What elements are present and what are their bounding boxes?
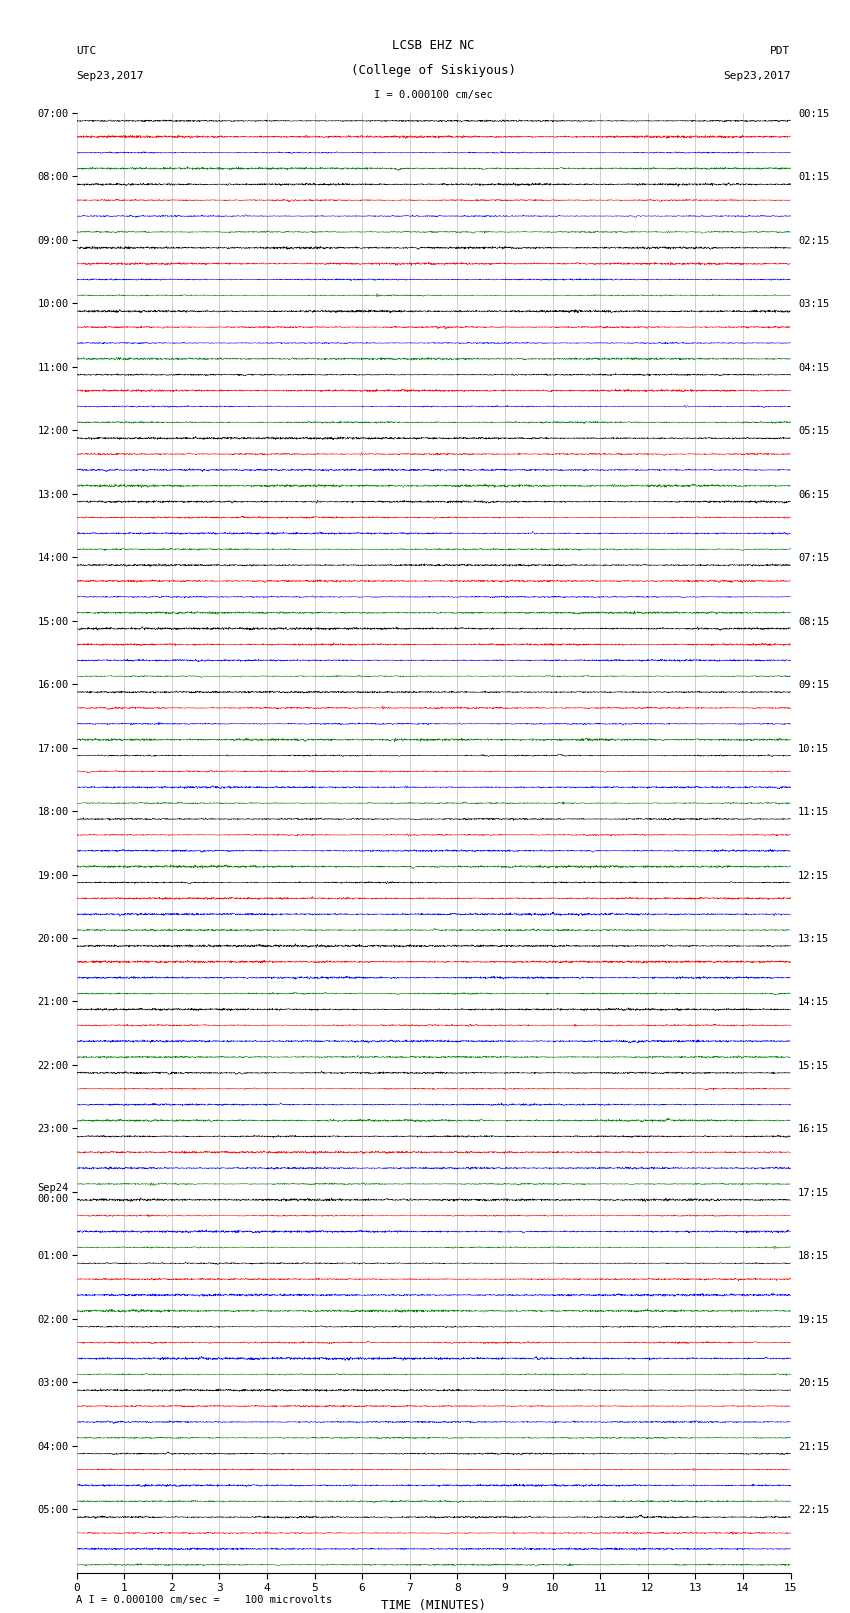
Text: (College of Siskiyous): (College of Siskiyous) <box>351 65 516 77</box>
Text: LCSB EHZ NC: LCSB EHZ NC <box>392 39 475 52</box>
Text: UTC: UTC <box>76 47 97 56</box>
Text: I = 0.000100 cm/sec: I = 0.000100 cm/sec <box>374 90 493 100</box>
X-axis label: TIME (MINUTES): TIME (MINUTES) <box>381 1598 486 1611</box>
Text: A I = 0.000100 cm/sec =    100 microvolts: A I = 0.000100 cm/sec = 100 microvolts <box>76 1595 332 1605</box>
Text: Sep23,2017: Sep23,2017 <box>76 71 144 81</box>
Text: Sep23,2017: Sep23,2017 <box>723 71 791 81</box>
Text: PDT: PDT <box>770 47 790 56</box>
